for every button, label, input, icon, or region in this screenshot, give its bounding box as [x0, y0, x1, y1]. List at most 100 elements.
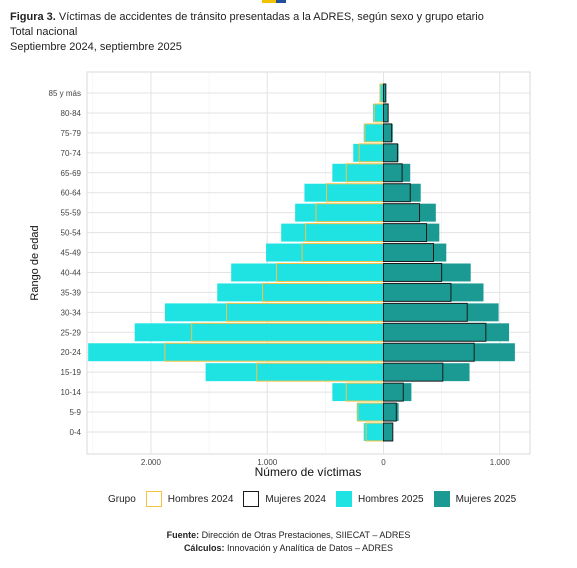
y-tick-label: 15-19	[61, 368, 82, 377]
bar-mujeres-2024-0-4	[382, 422, 394, 442]
bar-mujeres-2025-35-39	[383, 283, 484, 302]
bar-hombres-2025-15-19	[205, 363, 384, 382]
bar-mujeres-2024-55-59	[382, 203, 421, 223]
source-label: Fuente:	[166, 530, 200, 540]
figure-label: Figura 3.	[10, 11, 56, 23]
y-tick-label: 80-84	[61, 109, 82, 118]
x-tick-labels: 2.000 1.000 0 1.000	[141, 458, 510, 467]
y-tick-label: 0-4	[69, 428, 81, 437]
bar-hombres-2025-50-54	[281, 223, 384, 242]
legend-label-hombres-2024: Hombres 2024	[167, 493, 234, 505]
x-axis-label: Número de víctimas	[255, 465, 362, 479]
top-accent-mark-blue	[276, 0, 286, 3]
bar-hombres-2025-75-79	[363, 123, 384, 142]
bar-mujeres-2025-75-79	[383, 123, 393, 142]
x-tick-label: 1.000	[490, 458, 511, 467]
bar-mujeres-2025-55-59	[383, 203, 436, 222]
legend-swatch-hombres-2025	[335, 491, 352, 507]
y-tick-label: 30-34	[61, 308, 82, 317]
bar-mujeres-2025-5-9	[383, 403, 399, 422]
figure-subtitle: Total nacional	[10, 26, 78, 38]
bar-mujeres-2024-75-79	[382, 123, 393, 143]
legend-swatch-hombres-2024	[145, 491, 162, 507]
bar-mujeres-2025-65-69	[383, 163, 411, 182]
y-tick-label: 55-59	[61, 209, 82, 218]
bar-mujeres-2025-25-29	[383, 323, 510, 342]
y-tick-label: 65-69	[61, 169, 82, 178]
bar-hombres-2025-0-4	[363, 423, 384, 441]
legend-item-mujeres-2025: Mujeres 2025	[433, 491, 517, 507]
bar-mujeres-2025-85-y-más	[383, 84, 386, 102]
y-tick-label: 60-64	[61, 189, 82, 198]
bar-mujeres-2025-80-84	[383, 103, 389, 122]
bar-hombres-2025-25-29	[134, 323, 384, 342]
bar-mujeres-2025-20-24	[383, 343, 515, 362]
source-text: Dirección de Otras Prestaciones, SIIECAT…	[199, 530, 411, 540]
bar-hombres-2025-80-84	[373, 103, 384, 122]
legend-label-mujeres-2025: Mujeres 2025	[455, 493, 517, 505]
bar-hombres-2025-65-69	[332, 163, 384, 182]
bar-mujeres-2025-45-49	[383, 243, 447, 262]
bar-mujeres-2024-25-29	[382, 322, 487, 342]
y-axis-label: Rango de edad	[29, 225, 41, 300]
bar-mujeres-2024-30-34	[382, 302, 468, 322]
y-tick-label: 45-49	[61, 249, 82, 258]
y-tick-label: 10-14	[61, 388, 82, 397]
bar-mujeres-2024-65-69	[382, 163, 403, 183]
top-accent-mark	[262, 0, 276, 3]
y-tick-label: 70-74	[61, 149, 82, 158]
bar-mujeres-2025-0-4	[383, 423, 393, 441]
bar-mujeres-2025-40-44	[383, 263, 471, 282]
bar-mujeres-2024-5-9	[382, 402, 397, 422]
bar-hombres-2025-45-49	[266, 243, 384, 262]
bar-hombres-2025-20-24	[88, 343, 384, 362]
y-tick-label: 5-9	[69, 408, 81, 417]
legend-swatch-mujeres-2025	[433, 491, 450, 507]
bar-mujeres-2024-60-64	[382, 183, 411, 203]
legend-item-mujeres-2024: Mujeres 2024	[243, 491, 326, 507]
x-tick-label: 1.000	[257, 458, 278, 467]
y-tick-label: 85 y más	[49, 89, 81, 98]
bar-hombres-2025-30-34	[164, 303, 384, 322]
bar-mujeres-2024-20-24	[382, 342, 475, 362]
y-tick-label: 35-39	[61, 288, 82, 297]
bar-hombres-2025-5-9	[356, 403, 384, 422]
bar-hombres-2025-40-44	[231, 263, 384, 282]
calculations-note: Cálculos: Innovación y Analítica de Dato…	[0, 542, 577, 555]
y-tick-label: 40-44	[61, 268, 82, 277]
bar-mujeres-2024-15-19	[382, 362, 444, 382]
bar-hombres-2025-55-59	[295, 203, 384, 222]
calculations-text: Innovación y Analítica de Datos – ADRES	[224, 543, 394, 553]
legend-item-hombres-2024: Hombres 2024	[145, 491, 234, 507]
y-tick-label: 20-24	[61, 348, 82, 357]
x-tick-label: 0	[381, 458, 386, 467]
bar-mujeres-2025-70-74	[383, 143, 399, 162]
y-tick-labels: 0-4 5-9 10-14 15-19 20-24 25-29 30-34 35-39 40-4…	[49, 89, 82, 437]
calculations-label: Cálculos:	[183, 543, 225, 553]
bar-hombres-2025-35-39	[217, 283, 384, 302]
figure-header: Figura 3. Víctimas de accidentes de trán…	[10, 10, 484, 55]
bar-mujeres-2024-50-54	[382, 223, 428, 243]
source-note: Fuente: Dirección de Otras Prestaciones,…	[0, 529, 577, 542]
bar-mujeres-2025-30-34	[383, 303, 499, 322]
legend-title: Grupo	[108, 493, 136, 505]
y-tick-label: 75-79	[61, 129, 82, 138]
bar-mujeres-2024-85-y-más	[382, 83, 387, 103]
population-pyramid-chart: 0-4 5-9 10-14 15-19 20-24 25-29 30-34 35-39 40-4…	[29, 71, 531, 479]
bar-mujeres-2024-10-14	[382, 382, 404, 402]
legend-label-mujeres-2024: Mujeres 2024	[265, 493, 326, 505]
legend-label-hombres-2025: Hombres 2025	[357, 493, 424, 505]
bar-mujeres-2024-70-74	[382, 143, 398, 163]
bar-hombres-2025-10-14	[332, 383, 384, 402]
bar-mujeres-2025-10-14	[383, 383, 412, 402]
legend-item-hombres-2025: Hombres 2025	[335, 491, 424, 507]
bar-mujeres-2025-60-64	[383, 183, 421, 202]
y-tick-label: 25-29	[61, 328, 82, 337]
bar-mujeres-2025-15-19	[383, 363, 470, 382]
figure-title-text: Víctimas de accidentes de tránsito prese…	[58, 11, 484, 23]
figure-footer: Fuente: Dirección de Otras Prestaciones,…	[0, 529, 577, 555]
bar-mujeres-2024-45-49	[382, 243, 434, 263]
bar-mujeres-2024-40-44	[382, 262, 443, 282]
bar-mujeres-2024-80-84	[382, 103, 389, 123]
figure-period: Septiembre 2024, septiembre 2025	[10, 41, 182, 53]
